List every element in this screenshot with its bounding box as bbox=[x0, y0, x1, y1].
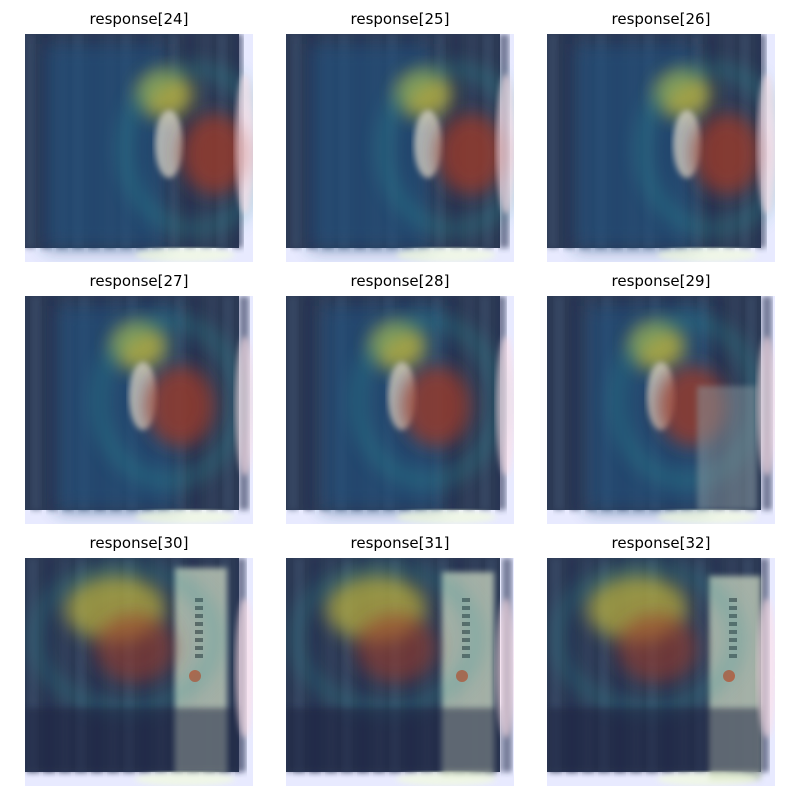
response-heatmap-image bbox=[286, 558, 514, 786]
response-heatmap-image bbox=[547, 296, 775, 524]
panel-title: response[31] bbox=[350, 534, 450, 552]
response-heatmap-image bbox=[25, 296, 253, 524]
response-heatmap-image bbox=[25, 558, 253, 786]
response-panel: response[24] bbox=[25, 0, 253, 262]
response-heatmap-image bbox=[286, 296, 514, 524]
response-heatmap-image bbox=[547, 34, 775, 262]
panel-title: response[27] bbox=[89, 272, 189, 290]
panel-title: response[30] bbox=[89, 534, 189, 552]
panel-title: response[29] bbox=[611, 272, 711, 290]
response-panel: response[29] bbox=[547, 262, 775, 524]
response-panel: response[26] bbox=[547, 0, 775, 262]
response-panel: response[32] bbox=[547, 524, 775, 786]
response-panel: response[31] bbox=[286, 524, 514, 786]
response-heatmap-image bbox=[25, 34, 253, 262]
response-panel: response[30] bbox=[25, 524, 253, 786]
panel-title: response[25] bbox=[350, 10, 450, 28]
response-heatmap-image bbox=[286, 34, 514, 262]
response-panel: response[28] bbox=[286, 262, 514, 524]
panel-title: response[32] bbox=[611, 534, 711, 552]
panel-title: response[26] bbox=[611, 10, 711, 28]
response-heatmap-image bbox=[547, 558, 775, 786]
panel-title: response[28] bbox=[350, 272, 450, 290]
response-panel: response[27] bbox=[25, 262, 253, 524]
response-panel: response[25] bbox=[286, 0, 514, 262]
panel-title: response[24] bbox=[89, 10, 189, 28]
